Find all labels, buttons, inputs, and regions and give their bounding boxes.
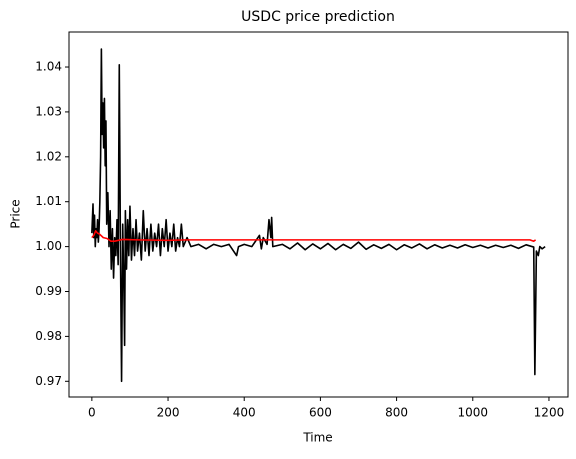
x-tick-label: 200 <box>157 406 180 420</box>
x-axis-label: Time <box>302 431 332 445</box>
y-tick-label: 1.01 <box>35 194 62 208</box>
series-line <box>91 230 537 243</box>
x-tick-label: 400 <box>233 406 256 420</box>
series-line <box>91 48 546 383</box>
x-tick-label: 1200 <box>534 406 565 420</box>
y-axis-label: Price <box>9 199 23 228</box>
y-tick-label: 0.98 <box>35 329 62 343</box>
chart-title: USDC price prediction <box>241 9 395 25</box>
y-tick-label: 1.02 <box>35 149 62 163</box>
x-tick-label: 0 <box>88 406 96 420</box>
y-tick-label: 1.04 <box>35 60 62 74</box>
y-tick-label: 1.03 <box>35 104 62 118</box>
plot-frame <box>68 31 569 398</box>
x-tick-label: 600 <box>309 406 332 420</box>
y-tick-label: 0.99 <box>35 284 62 298</box>
x-tick-label: 800 <box>385 406 408 420</box>
y-tick-label: 0.97 <box>35 374 62 388</box>
x-tick-label: 1000 <box>457 406 488 420</box>
y-tick-label: 1.00 <box>35 239 62 253</box>
